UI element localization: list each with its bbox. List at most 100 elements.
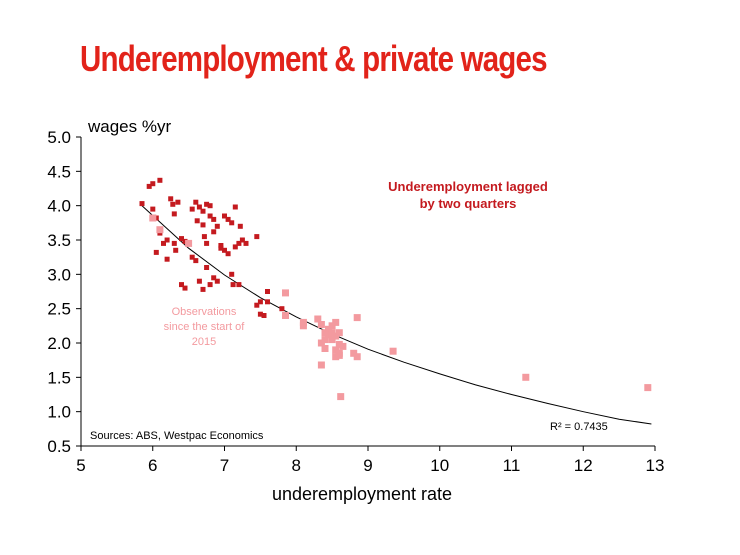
point-series-1 (200, 208, 206, 214)
point-series-1 (229, 220, 235, 226)
point-series-1 (229, 271, 235, 277)
x-tick-label: 10 (430, 456, 449, 475)
chart-axes: 5 6 7 8 9 10 11 12 13 0.5 1.0 1.5 2.0 2.5 3.0 3.5 4.0 4.5… (47, 128, 664, 475)
point-series-2 (339, 342, 347, 350)
point-series-1 (194, 218, 200, 224)
y-tick-label: 4.0 (47, 197, 71, 216)
x-tick-label: 13 (646, 456, 665, 475)
point-series-1 (222, 247, 227, 253)
point-series-1 (236, 240, 242, 246)
point-series-1 (239, 237, 245, 243)
annotation-main-line1: Underemployment lagged (388, 179, 548, 194)
point-series-1 (200, 286, 206, 292)
y-axis-label: wages %yr (87, 117, 171, 136)
point-series-1 (164, 237, 170, 243)
point-series-1 (214, 223, 220, 229)
point-series-1 (243, 240, 249, 246)
point-series-1 (157, 177, 163, 183)
point-series-1 (265, 299, 270, 305)
y-tick-label: 5.0 (47, 128, 71, 147)
point-series-1 (214, 278, 220, 284)
point-series-2 (321, 336, 329, 344)
point-series-2 (321, 345, 329, 352)
point-series-1 (218, 245, 224, 251)
point-series-1 (196, 278, 202, 284)
point-series-1 (189, 254, 195, 260)
point-series-1 (257, 311, 263, 317)
y-tick-label: 3.5 (47, 231, 71, 250)
point-series-1 (218, 243, 224, 248)
y-tick-label: 3.0 (47, 265, 71, 284)
point-series-1 (207, 203, 213, 209)
point-series-2 (317, 361, 325, 369)
point-series-2 (335, 351, 343, 359)
y-tick-label: 4.5 (47, 162, 71, 181)
point-series-2 (353, 314, 361, 322)
point-series-2 (332, 332, 340, 340)
annotation-observations-line1: Observations (172, 306, 237, 318)
point-series-2 (328, 336, 336, 344)
x-tick-label: 12 (574, 456, 593, 475)
point-series-2 (325, 331, 332, 339)
point-series-1 (168, 196, 174, 202)
point-series-1 (236, 282, 242, 288)
point-series-2 (644, 384, 652, 392)
point-series-1 (232, 244, 238, 250)
point-series-2 (335, 329, 343, 337)
x-tick-label: 11 (503, 456, 521, 475)
point-series-1 (164, 256, 170, 262)
point-series-1 (170, 201, 176, 207)
point-series-1 (261, 313, 267, 318)
point-series-1 (254, 234, 260, 240)
point-series-2 (335, 340, 343, 348)
point-series-2 (185, 239, 193, 247)
point-series-2 (314, 315, 322, 323)
point-series-1 (182, 285, 188, 291)
y-tick-label: 0.5 (47, 437, 71, 456)
y-tick-label: 1.0 (47, 403, 71, 422)
point-series-1 (193, 199, 199, 205)
point-series-1 (211, 275, 217, 281)
point-series-1 (207, 282, 213, 288)
point-series-1 (201, 234, 207, 240)
point-series-1 (257, 299, 263, 305)
point-series-2 (317, 321, 325, 328)
point-series-1 (225, 216, 231, 222)
point-series-1 (189, 206, 195, 212)
x-axis-label: underemployment rate (272, 484, 452, 504)
point-series-1 (173, 247, 179, 253)
x-tick-label: 9 (363, 456, 372, 475)
point-series-2 (328, 322, 336, 330)
point-series-2 (332, 346, 340, 354)
annotation-observations-line3: 2015 (192, 336, 216, 348)
point-series-1 (225, 251, 231, 257)
r-squared-label: R² = 0.7435 (550, 421, 608, 433)
point-series-1 (279, 306, 285, 312)
point-series-1 (207, 213, 213, 219)
point-series-2 (337, 393, 345, 401)
x-tick-label: 5 (76, 456, 85, 475)
y-tick-label: 1.5 (47, 368, 71, 387)
point-series-1 (232, 204, 238, 210)
point-series-2 (299, 322, 307, 330)
x-tick-label: 6 (148, 456, 157, 475)
y-tick-label: 2.5 (47, 300, 71, 319)
point-series-2 (149, 214, 157, 222)
point-series-2 (325, 325, 332, 333)
point-series-1 (146, 183, 152, 189)
point-series-2 (282, 312, 289, 319)
point-series-1 (150, 206, 156, 212)
annotation-main-line2: by two quarters (420, 196, 517, 211)
point-series-2 (156, 226, 164, 234)
point-series-2 (522, 373, 530, 381)
y-tick-label: 2.0 (47, 334, 71, 353)
point-series-2 (353, 353, 361, 361)
point-series-2 (317, 339, 325, 347)
point-series-1 (179, 282, 184, 288)
point-series-1 (204, 240, 210, 246)
point-series-1 (171, 211, 177, 217)
point-series-2 (332, 353, 340, 361)
data-points (139, 177, 652, 401)
point-series-1 (153, 249, 159, 255)
point-series-1 (211, 216, 217, 222)
